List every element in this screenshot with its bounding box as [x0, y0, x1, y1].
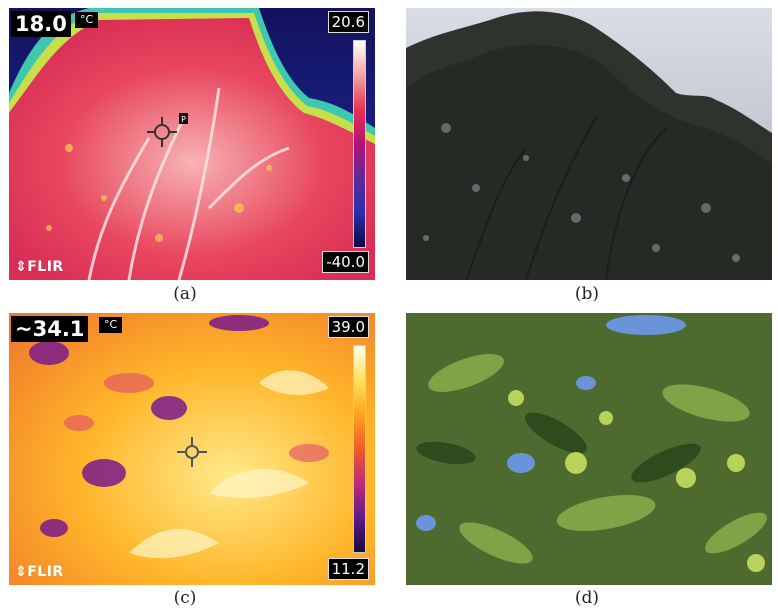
- scale-min-label: -40.0: [322, 251, 369, 273]
- scale-max-label: 39.0: [327, 316, 369, 338]
- temperature-unit: °C: [75, 12, 99, 28]
- scale-min-label: 11.2: [327, 558, 369, 580]
- thermal-image-a: P 18.0 °C 20.6 -40.0 ⇕FLIR: [9, 8, 375, 280]
- thermal-leaves-render-c: [9, 313, 375, 585]
- caption-c: (c): [173, 588, 197, 608]
- spot-marker-label: P: [181, 115, 186, 124]
- chestnut-leaves-photo-d: [406, 313, 772, 585]
- temperature-readout: ~34.1: [11, 316, 89, 342]
- spot-crosshair-a: [147, 117, 177, 147]
- flir-logo: ⇕FLIR: [15, 564, 64, 580]
- caption-b: (b): [574, 284, 600, 304]
- thermal-canopy-render-a: P: [9, 8, 375, 280]
- tree-silhouette-photo-b: [406, 8, 772, 280]
- temperature-unit: °C: [99, 317, 123, 333]
- photo-b: [406, 8, 772, 280]
- thermal-image-c: ~34.1 °C 39.0 11.2 ⇕FLIR: [9, 313, 375, 585]
- spot-crosshair-c: [177, 437, 207, 467]
- caption-a: (a): [173, 284, 197, 304]
- color-scale-bar: [353, 40, 366, 248]
- temperature-readout: 18.0: [11, 11, 71, 37]
- caption-d: (d): [574, 588, 600, 608]
- scale-max-label: 20.6: [327, 11, 369, 33]
- flir-logo: ⇕FLIR: [15, 259, 64, 275]
- color-scale-bar: [353, 345, 366, 553]
- photo-d: [406, 313, 772, 585]
